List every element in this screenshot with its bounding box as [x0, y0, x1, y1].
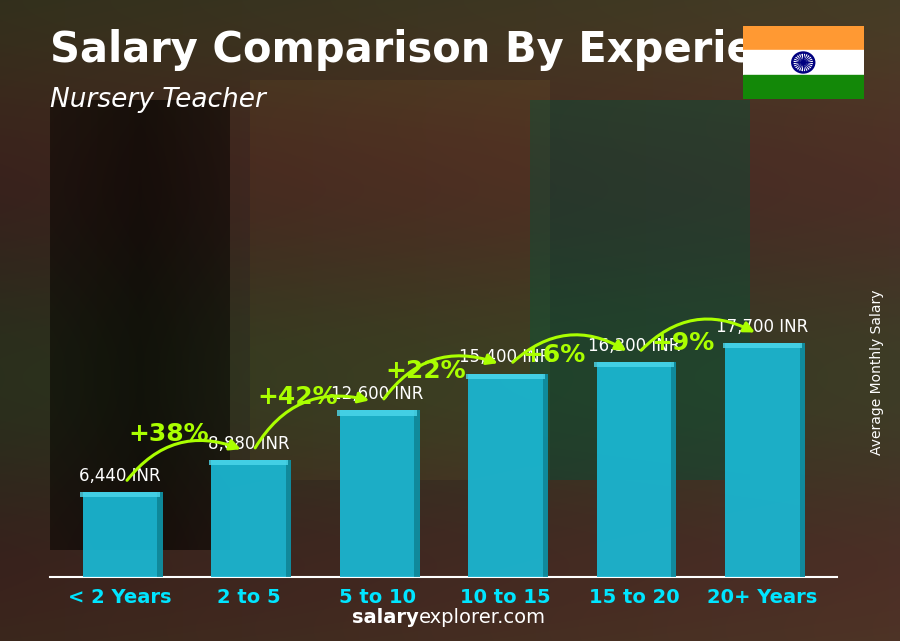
Text: 12,600 INR: 12,600 INR	[331, 385, 423, 403]
Bar	[742, 50, 864, 75]
Text: +6%: +6%	[523, 342, 586, 367]
Text: 17,700 INR: 17,700 INR	[716, 318, 808, 336]
Bar	[414, 410, 419, 577]
Text: +38%: +38%	[129, 422, 210, 446]
Text: 15,400 INR: 15,400 INR	[459, 349, 552, 367]
Text: Average Monthly Salary: Average Monthly Salary	[870, 289, 885, 454]
Bar	[209, 460, 289, 465]
Bar	[468, 374, 543, 577]
Bar	[158, 492, 163, 577]
Text: 8,880 INR: 8,880 INR	[208, 435, 290, 453]
Text: Salary Comparison By Experience: Salary Comparison By Experience	[50, 29, 837, 71]
Bar	[212, 460, 286, 577]
Bar	[83, 492, 158, 577]
Bar	[723, 343, 803, 348]
Bar	[338, 410, 417, 415]
Text: 6,440 INR: 6,440 INR	[79, 467, 161, 485]
Bar	[742, 75, 864, 99]
Text: Nursery Teacher: Nursery Teacher	[50, 87, 266, 113]
Bar	[597, 362, 671, 577]
Text: 16,300 INR: 16,300 INR	[588, 337, 680, 354]
Bar	[286, 460, 291, 577]
Text: explorer.com: explorer.com	[418, 608, 545, 627]
Text: salary: salary	[352, 608, 419, 627]
Text: +22%: +22%	[385, 359, 466, 383]
Bar	[742, 26, 864, 50]
Bar	[340, 410, 414, 577]
Text: +42%: +42%	[257, 385, 338, 408]
Bar	[800, 343, 805, 577]
Bar	[594, 362, 674, 367]
Bar	[465, 374, 545, 379]
Text: +9%: +9%	[652, 331, 715, 355]
Bar	[725, 343, 800, 577]
Bar	[671, 362, 677, 577]
Bar	[80, 492, 160, 497]
Bar	[543, 374, 548, 577]
Circle shape	[801, 61, 806, 64]
